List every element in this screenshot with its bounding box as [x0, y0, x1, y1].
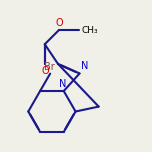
- Text: CH₃: CH₃: [81, 26, 98, 35]
- Text: N: N: [81, 61, 88, 71]
- Text: O: O: [42, 66, 49, 76]
- Text: Br: Br: [44, 62, 55, 72]
- Text: N: N: [59, 79, 67, 88]
- Text: O: O: [55, 17, 63, 28]
